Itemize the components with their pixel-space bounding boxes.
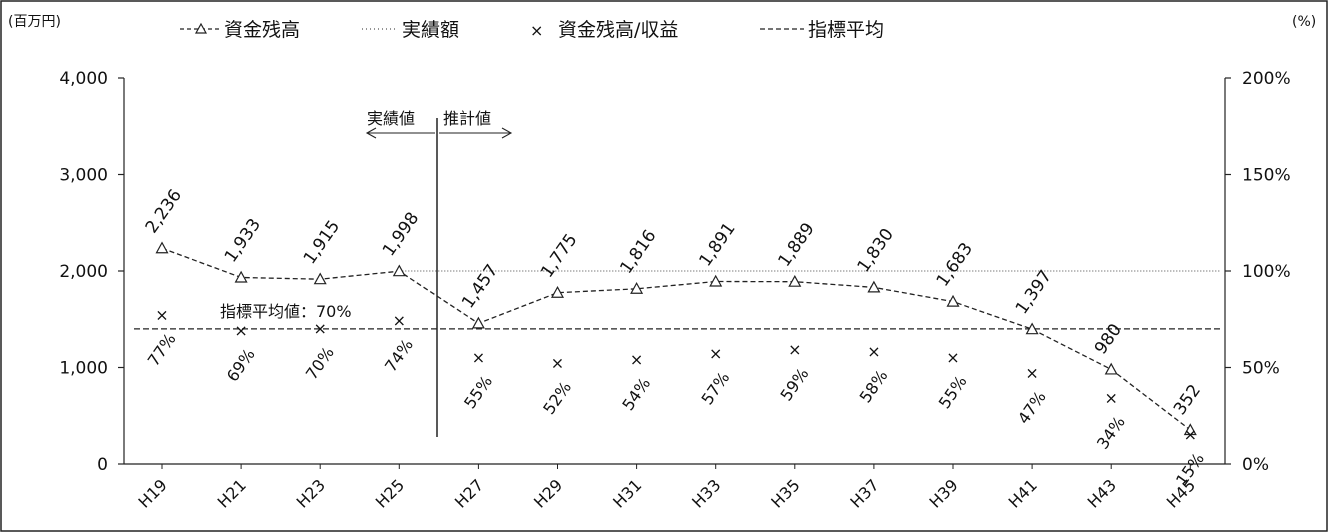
balance-point <box>1183 423 1197 436</box>
balance-point <box>1025 322 1039 335</box>
ratio-point: × <box>788 340 801 359</box>
balance-point <box>392 264 406 277</box>
legend-cross-icon: × <box>530 21 543 40</box>
legend-item-ratio: × 資金残高/収益 <box>530 19 678 41</box>
forecast-arrow <box>439 127 513 139</box>
ratio-point: × <box>1104 388 1117 407</box>
average-label: 指標平均値：70% <box>220 302 352 321</box>
right-axis-tick-label: 50% <box>1242 359 1280 379</box>
ratio-point: × <box>551 354 564 373</box>
balance-point <box>1104 362 1118 375</box>
ratio-point: × <box>1025 363 1038 382</box>
balance-points <box>155 241 1197 436</box>
balance-line <box>161 247 1191 431</box>
legend-item-balance: 資金残高 <box>180 19 300 41</box>
ratio-point: × <box>155 305 168 324</box>
ratio-point: × <box>946 348 959 367</box>
right-axis-ticks: 0% 50% 100% 150% 200% <box>1225 69 1291 475</box>
balance-point <box>709 274 723 287</box>
left-axis-ticks: 0 1,000 2,000 3,000 4,000 <box>59 69 124 475</box>
balance-point <box>155 241 169 254</box>
ratio-point: × <box>867 342 880 361</box>
ratio-points: × × × × × × × × × × × × × × <box>155 305 1197 444</box>
left-axis-unit: (百万円) <box>8 14 61 30</box>
balance-point <box>630 282 644 294</box>
legend-item-actual: 実績額 <box>362 19 459 41</box>
ratio-point: × <box>472 348 485 367</box>
actual-arrow <box>365 127 435 139</box>
actual-annotation: 実績値 <box>367 109 415 128</box>
legend-item-average: 指標平均 <box>760 19 884 41</box>
right-axis-tick-label: 150% <box>1242 166 1291 186</box>
left-axis-tick-label: 2,000 <box>59 262 108 282</box>
left-axis-tick-label: 3,000 <box>59 166 108 186</box>
balance-point <box>867 280 881 293</box>
balance-point <box>234 270 248 283</box>
ratio-point: × <box>234 321 247 340</box>
left-axis-tick-label: 1,000 <box>59 359 108 379</box>
right-axis-tick-label: 0% <box>1242 455 1269 475</box>
legend-label-actual: 実績額 <box>402 19 459 41</box>
balance-point <box>313 272 327 285</box>
right-axis-unit: (%) <box>1292 14 1316 30</box>
balance-point <box>946 294 960 307</box>
balance-point <box>550 285 565 298</box>
ratio-point: × <box>1184 425 1197 444</box>
balance-point <box>788 274 802 287</box>
right-axis-tick-label: 100% <box>1242 262 1291 282</box>
balance-point <box>471 316 485 329</box>
legend-label-ratio: 資金残高/収益 <box>558 19 678 41</box>
left-axis-tick-label: 0 <box>97 455 108 475</box>
legend-triangle-icon <box>194 22 208 34</box>
legend: 資金残高 実績額 × 資金残高/収益 指標平均 <box>180 19 884 41</box>
left-axis-tick-label: 4,000 <box>59 69 108 89</box>
right-axis-tick-label: 200% <box>1242 69 1291 89</box>
ratio-point: × <box>313 319 326 338</box>
legend-label-balance: 資金残高 <box>224 19 300 41</box>
ratio-point: × <box>630 350 643 369</box>
legend-label-average: 指標平均 <box>808 19 884 41</box>
ratio-point: × <box>709 344 722 363</box>
ratio-point: × <box>393 311 406 330</box>
forecast-annotation: 推計値 <box>443 109 491 128</box>
